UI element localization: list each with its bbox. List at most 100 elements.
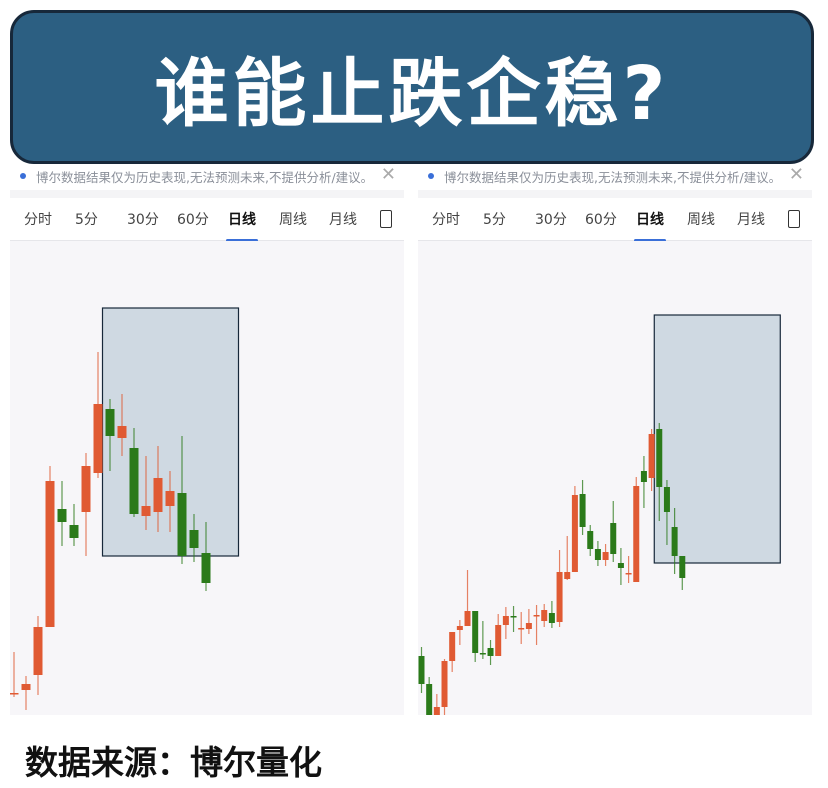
candle [495, 614, 502, 656]
tab-2[interactable]: 30分 [127, 212, 159, 228]
divider [418, 190, 812, 198]
candle-body [633, 486, 640, 582]
candle [487, 640, 494, 665]
candle-body [201, 553, 211, 583]
candle [548, 601, 555, 628]
tab-1[interactable]: 5分 [483, 212, 506, 228]
candle [165, 471, 175, 532]
title-banner: 谁能止跌企稳? [10, 10, 814, 164]
tab-3[interactable]: 60分 [585, 212, 617, 228]
candle-body [57, 509, 67, 522]
tab-5[interactable]: 周线 [279, 212, 307, 228]
candle [33, 616, 43, 695]
candle [93, 352, 103, 478]
close-icon[interactable]: ✕ [380, 164, 396, 185]
candle [564, 536, 571, 580]
candle-body [625, 573, 632, 575]
candle-body [679, 556, 686, 578]
candle [177, 436, 187, 564]
tab-6[interactable]: 月线 [329, 212, 357, 228]
candle [117, 394, 127, 456]
tab-0[interactable]: 分时 [432, 212, 460, 228]
disclaimer-bar: 博尔数据结果仅为历史表现,无法预测未来,不提供分析/建议。 ✕ [10, 164, 404, 188]
candle [518, 612, 525, 644]
candle [625, 556, 632, 583]
candle [21, 676, 31, 710]
candle-body [594, 549, 601, 560]
tab-1[interactable]: 5分 [75, 212, 98, 228]
candle-body [479, 653, 486, 655]
tab-4[interactable]: 日线 [636, 209, 664, 229]
highlight-box [653, 314, 781, 564]
candle-body [541, 610, 548, 621]
candle [433, 694, 440, 749]
close-icon[interactable]: ✕ [788, 164, 804, 185]
disclaimer-text: 博尔数据结果仅为历史表现,无法预测未来,不提供分析/建议。 [444, 169, 782, 185]
candle [541, 604, 548, 627]
candle-body [587, 531, 594, 549]
candle [656, 423, 663, 521]
chart-panel-right: 博尔数据结果仅为历史表现,无法预测未来,不提供分析/建议。 ✕ 分时 5分 30分 6… [418, 160, 812, 749]
candle-body [617, 563, 624, 568]
candle-body [433, 707, 440, 717]
candle-body [487, 648, 494, 656]
candle [105, 399, 115, 471]
candle [449, 632, 456, 672]
candle [587, 525, 594, 556]
candle-body [153, 478, 163, 512]
candle [679, 556, 686, 590]
period-tabs: 分时 5分 30分 60分 日线 周线 月线 [418, 198, 812, 241]
candle-body [117, 426, 127, 438]
candle [602, 544, 609, 566]
candle-body [648, 434, 655, 478]
rotate-screen-icon[interactable] [788, 210, 800, 228]
tab-2[interactable]: 30分 [535, 212, 567, 228]
candlestick-chart-right [418, 241, 812, 749]
candle-body [640, 471, 647, 482]
candle [441, 659, 448, 716]
divider [10, 190, 404, 198]
candle-body [81, 466, 91, 512]
candle-body [510, 616, 517, 618]
candle [610, 501, 617, 562]
tab-3[interactable]: 60分 [177, 212, 209, 228]
candle-body [610, 523, 617, 554]
candle-body [33, 627, 43, 675]
candle-body [105, 409, 115, 436]
candle [81, 453, 91, 556]
tab-4[interactable]: 日线 [228, 209, 256, 229]
candle [510, 606, 517, 632]
candle [640, 456, 647, 508]
candle [141, 456, 151, 530]
candle-body [426, 684, 433, 719]
candle-body [129, 448, 139, 514]
candle-body [656, 429, 663, 487]
candle [57, 481, 67, 546]
candle-body [571, 495, 578, 572]
disclaimer-bar: 博尔数据结果仅为历史表现,无法预测未来,不提供分析/建议。 ✕ [418, 164, 812, 188]
data-source: 数据来源：博尔量化 [25, 743, 322, 782]
chart-panel-left: 博尔数据结果仅为历史表现,无法预测未来,不提供分析/建议。 ✕ 分时 5分 30分 6… [9, 160, 404, 716]
tab-6[interactable]: 月线 [737, 212, 765, 228]
candle [663, 480, 670, 545]
candle [426, 677, 433, 724]
candle [129, 428, 139, 517]
page-title: 谁能止跌企稳? [154, 50, 670, 137]
candle [9, 652, 19, 697]
candle-body [177, 493, 187, 556]
candle-body [518, 628, 525, 630]
candle [579, 480, 586, 535]
candle-body [418, 656, 425, 684]
candle-body [525, 623, 532, 629]
candle-body [165, 491, 175, 506]
candle-body [9, 693, 19, 695]
candle-body [93, 404, 103, 473]
candle-body [449, 632, 456, 661]
period-tabs: 分时 5分 30分 60分 日线 周线 月线 [10, 198, 404, 241]
tab-5[interactable]: 周线 [687, 212, 715, 228]
bullet-icon [20, 173, 26, 179]
candle [594, 541, 601, 566]
rotate-screen-icon[interactable] [380, 210, 392, 228]
candle [648, 429, 655, 491]
tab-0[interactable]: 分时 [24, 212, 52, 228]
